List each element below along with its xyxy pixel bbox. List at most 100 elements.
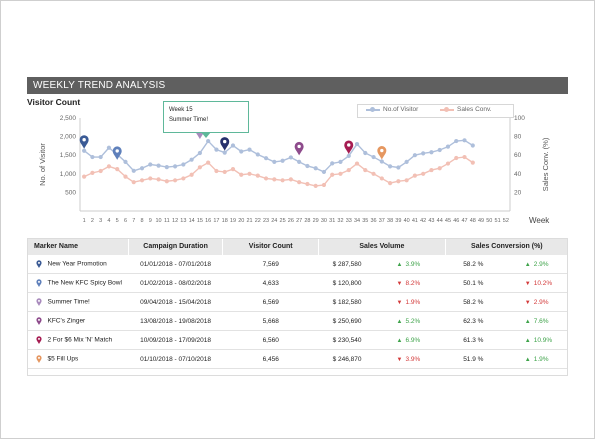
map-pin-icon (35, 260, 42, 268)
x-tick-label: 17 (213, 218, 219, 224)
x-tick-label: 26 (288, 218, 294, 224)
x-tick-label: 18 (222, 218, 228, 224)
marker-name-cell: 2 For $6 Mix 'N' Match (27, 330, 129, 350)
x-tick-label: 47 (461, 218, 467, 224)
y-right-axis-label: Sales Conv. (%) (541, 137, 550, 191)
pin-body (344, 140, 354, 154)
x-tick-label: 41 (412, 218, 418, 224)
series-point (222, 150, 227, 155)
pin-dot (347, 143, 351, 147)
x-tick-label: 14 (189, 218, 195, 224)
pin-dot (223, 139, 227, 144)
series-point (454, 155, 459, 161)
x-tick-label: 25 (280, 218, 286, 224)
conversion-change-value: 2.9% (533, 298, 549, 306)
series-point (156, 163, 161, 168)
series-point (396, 165, 401, 170)
y-right-tick-label: 20 (514, 189, 522, 196)
campaign-duration: 01/01/2018 - 07/01/2018 (128, 255, 223, 274)
series-point (214, 147, 219, 152)
sales-conversion: 58.2 % (445, 292, 519, 312)
x-tick-label: 7 (132, 218, 135, 224)
series-point (330, 161, 335, 166)
x-tick-label: 22 (255, 218, 261, 224)
x-tick-label: 9 (149, 218, 152, 224)
trend-arrow-icon: ▲ (524, 318, 531, 325)
legend-item-visitors: No.of Visitor (366, 106, 418, 113)
series-point (305, 181, 310, 187)
series-point (288, 177, 293, 182)
x-tick-label: 10 (155, 218, 161, 224)
series-point (429, 150, 434, 155)
series-point (421, 151, 426, 156)
x-tick-label: 49 (478, 218, 484, 224)
header-campaign-duration: Campaign Duration (127, 238, 223, 255)
chart-series (82, 138, 475, 188)
series-point (280, 178, 285, 183)
x-tick-label: 4 (107, 218, 110, 224)
series-point (82, 174, 87, 179)
conversion-change-value: 7.6% (533, 317, 549, 325)
x-tick-label: 51 (495, 218, 501, 224)
sales-change: ▼ 8.2% (390, 273, 446, 293)
x-tick-label: 40 (404, 218, 410, 224)
campaign-duration: 13/08/2018 - 19/08/2018 (128, 311, 223, 331)
series-point (338, 159, 343, 164)
series-point (263, 176, 269, 181)
header-sales-conversion: Sales Conversion (%) (444, 238, 568, 255)
x-tick-label: 19 (230, 218, 236, 224)
series-point (239, 172, 244, 177)
series-point (214, 168, 219, 174)
week-callout: Week 15 Summer Time! (163, 101, 249, 138)
x-tick-label: 39 (395, 218, 401, 224)
x-tick-label: 2 (91, 218, 94, 224)
series-point (131, 180, 136, 185)
table-row: The New KFC Spicy Bowl 01/02/2018 - 08/02… (27, 273, 568, 293)
trend-arrow-icon: ▼ (396, 356, 403, 363)
visitor-count: 6,569 (222, 292, 319, 312)
series-point (321, 182, 327, 188)
sales-conversion: 62.3 % (445, 311, 519, 331)
x-tick-label: 13 (180, 218, 186, 224)
chart-markers (79, 125, 387, 160)
series-point (297, 159, 302, 164)
marker-name: $5 Fill Ups (47, 355, 79, 363)
x-tick-label: 37 (379, 218, 385, 224)
y-right-tick-label: 40 (514, 171, 522, 178)
pin-body (294, 141, 304, 156)
x-tick-label: 34 (354, 218, 360, 224)
series-point (371, 154, 376, 160)
sales-volume: $ 182,580 (318, 292, 391, 312)
series-point (156, 177, 161, 182)
trend-arrow-icon: ▲ (524, 356, 531, 363)
conversion-change-value: 2.9% (533, 260, 549, 268)
series-point (371, 171, 376, 176)
map-pin-icon (35, 336, 42, 344)
x-tick-label: 5 (116, 218, 119, 224)
series-point (123, 159, 128, 164)
x-tick-label: 45 (445, 218, 451, 224)
series-point (106, 164, 112, 169)
trend-arrow-icon: ▼ (524, 299, 531, 306)
series-point (222, 169, 227, 175)
series-point (379, 176, 384, 181)
series-point (437, 166, 442, 171)
series-point (239, 149, 244, 154)
series-point (404, 178, 409, 183)
pin-dot (115, 149, 119, 153)
conversion-change: ▼ 2.9% (518, 292, 568, 312)
series-point (115, 167, 120, 172)
series-point (172, 164, 178, 169)
sales-conversion: 50.1 % (445, 273, 519, 293)
campaign-table: Marker Name Campaign Duration Visitor Co… (27, 238, 568, 369)
series-point (288, 155, 293, 160)
sales-volume: $ 287,580 (318, 255, 391, 274)
legend-label-visitors: No.of Visitor (383, 106, 419, 113)
trend-arrow-icon: ▼ (396, 299, 403, 306)
pin-body (377, 146, 387, 160)
series-point (90, 154, 95, 160)
x-tick-label: 23 (263, 218, 269, 224)
trend-arrow-icon: ▲ (396, 337, 403, 344)
series-point (139, 178, 145, 183)
